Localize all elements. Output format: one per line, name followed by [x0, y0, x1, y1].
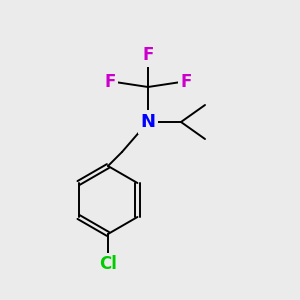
Text: Cl: Cl — [99, 255, 117, 273]
Text: N: N — [140, 113, 155, 131]
Text: F: F — [104, 73, 116, 91]
Text: F: F — [180, 73, 192, 91]
Text: F: F — [142, 46, 154, 64]
